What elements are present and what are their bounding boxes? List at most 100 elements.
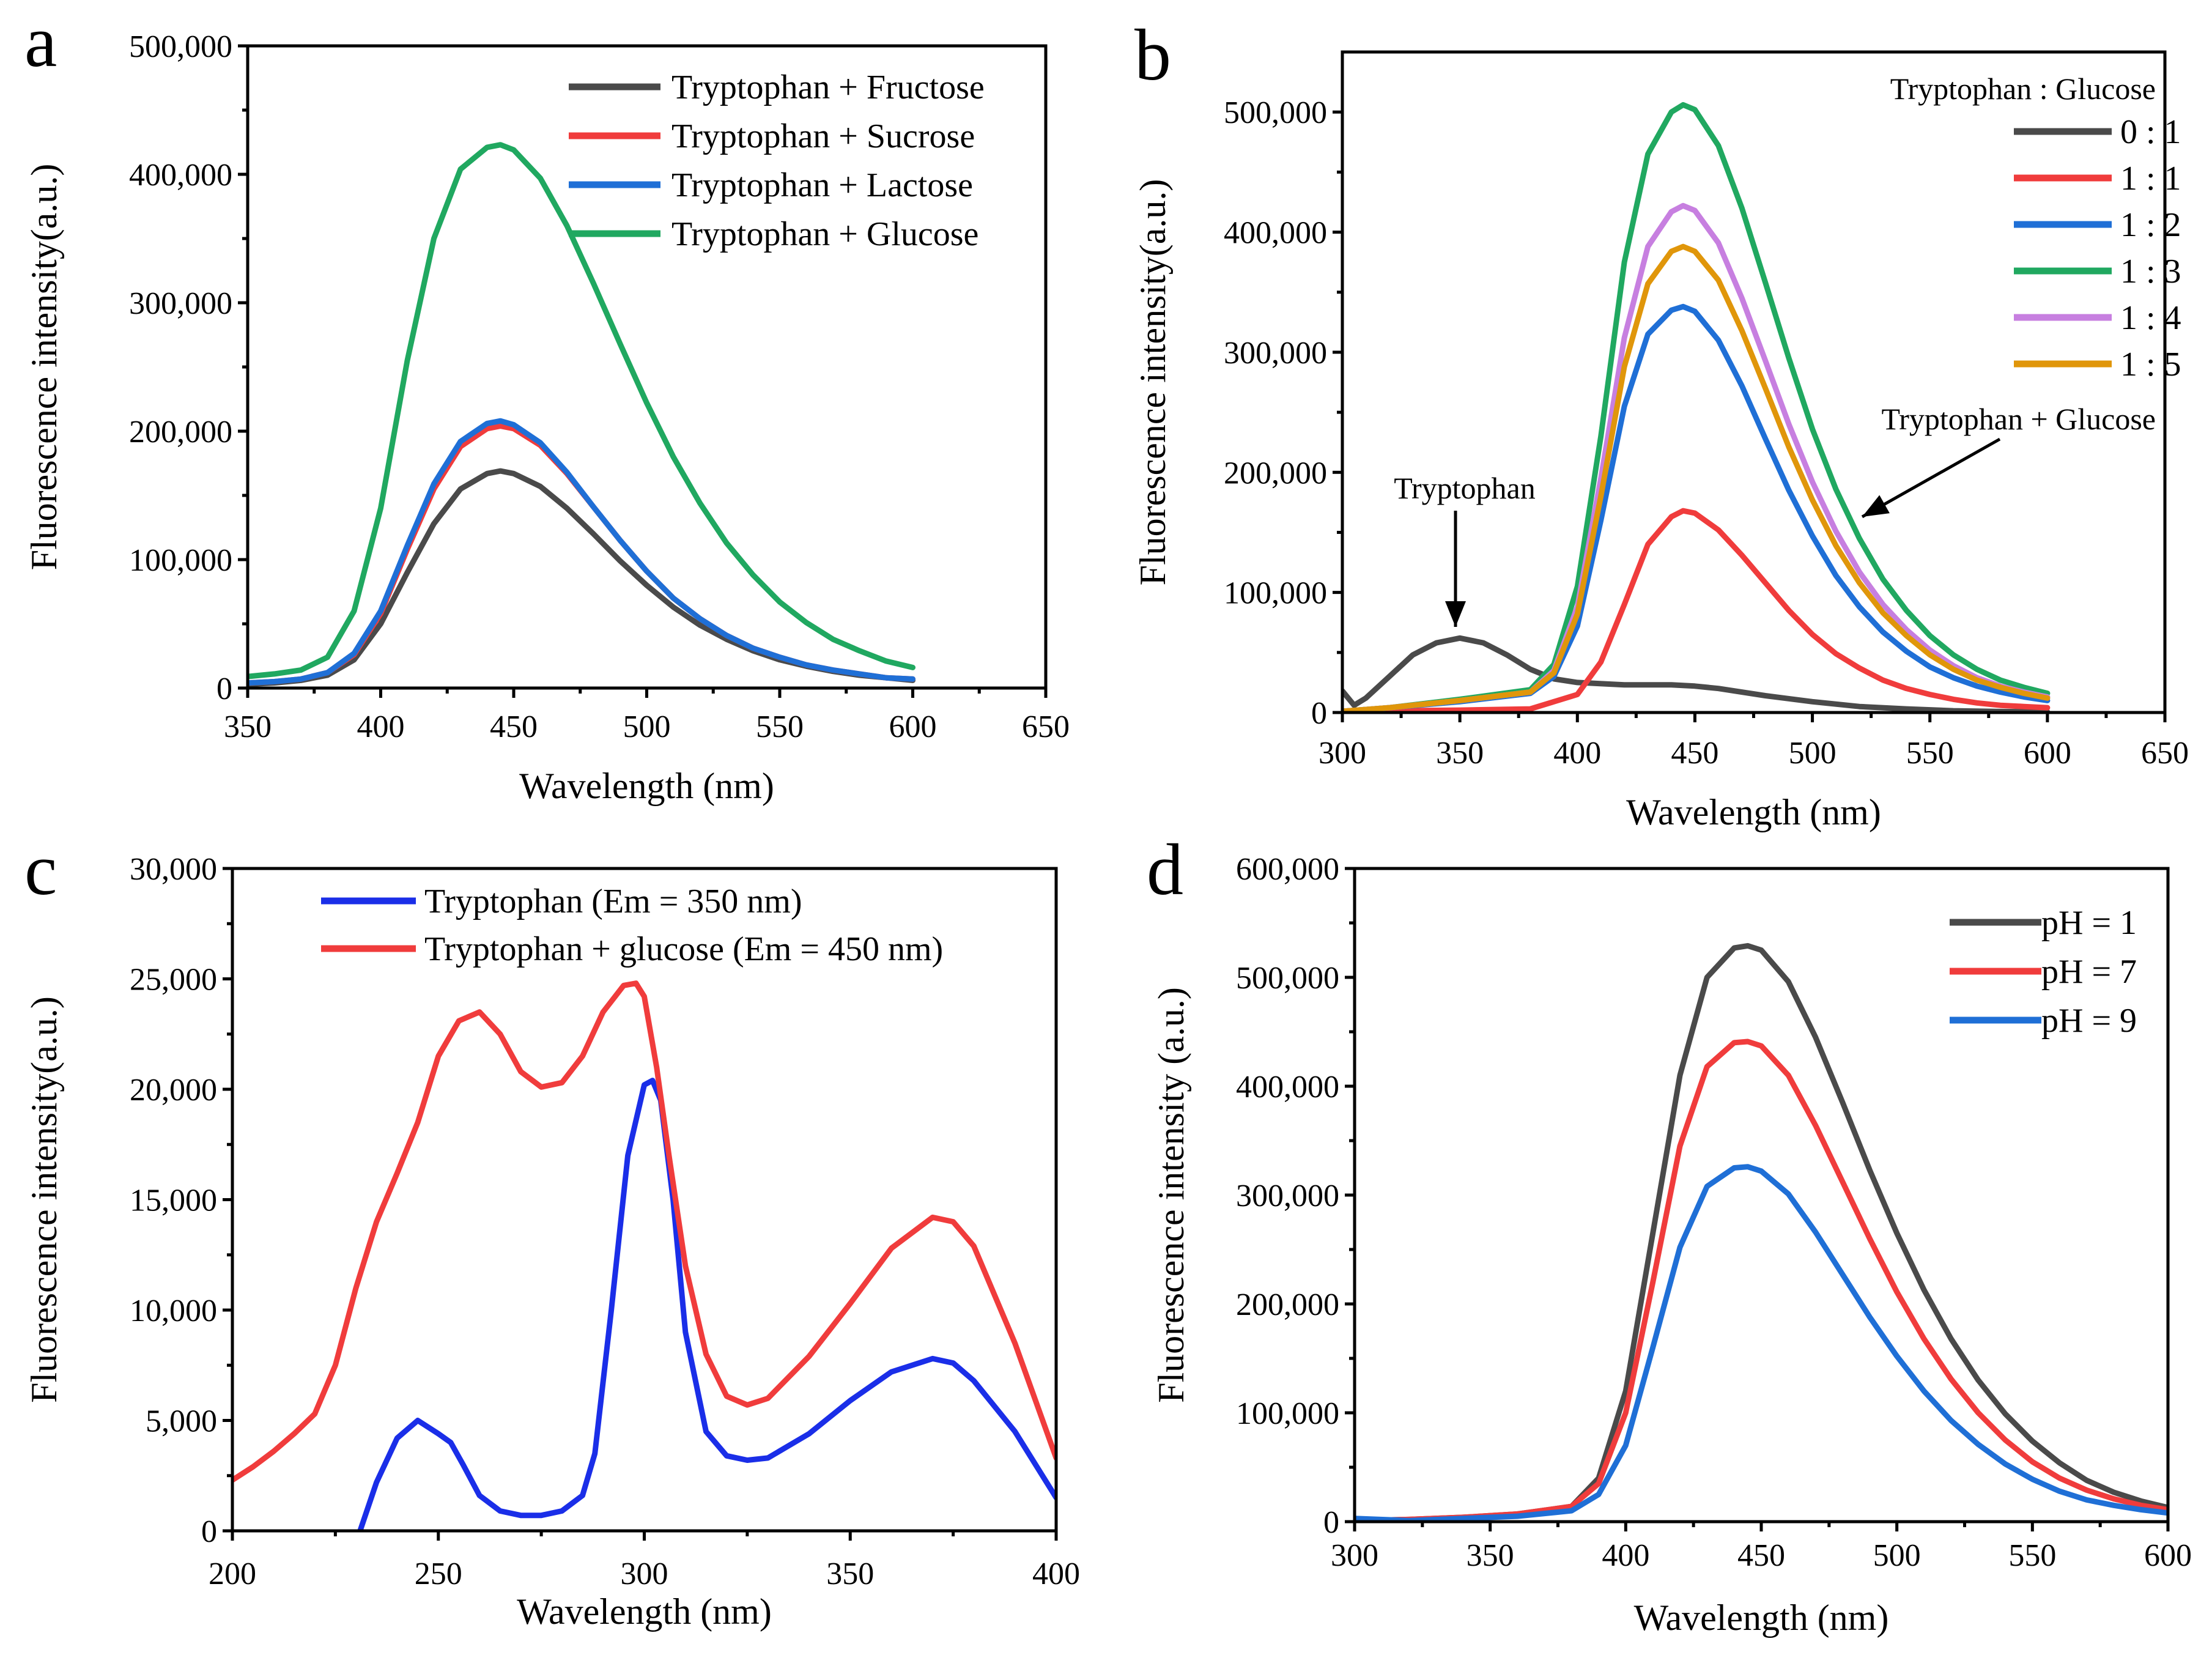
panel-letter-a: a xyxy=(24,1,57,82)
y-tick-label: 200,000 xyxy=(1224,456,1327,491)
series-line-4 xyxy=(248,142,916,679)
x-tick-label: 300 xyxy=(621,1557,668,1591)
y-axis-title: Fluorescence intensity(a.u.) xyxy=(24,996,64,1403)
legend-label: 1 : 3 xyxy=(2120,253,2181,291)
x-tick-label: 500 xyxy=(623,709,671,744)
series-group xyxy=(232,980,1056,1531)
y-tick-label: 500,000 xyxy=(1224,95,1327,130)
legend-label: Tryptophan + Lactose xyxy=(671,166,973,204)
y-tick-label: 100,000 xyxy=(1236,1396,1339,1431)
x-tick-label: 300 xyxy=(1331,1538,1378,1573)
chart-panel-d: d 300 350 400 450 500 550 600 0 100,000 200,000 30… xyxy=(1147,829,2192,1638)
y-tick-label: 500,000 xyxy=(1236,961,1339,996)
y-tick-label: 300,000 xyxy=(129,286,232,321)
series-line-2 xyxy=(232,980,1056,1483)
x-tick-label: 600 xyxy=(889,709,937,744)
legend-label: 1 : 5 xyxy=(2120,346,2181,383)
x-axis-title: Wavelength (nm) xyxy=(1626,792,1881,832)
series-line-3 xyxy=(1342,303,2051,713)
y-axis-title: Fluorescence intensity(a.u.) xyxy=(24,164,64,571)
x-tick-label: 550 xyxy=(756,709,804,744)
chart-panel-c: c 200 250 300 350 400 0 5,000 10,000 15,000 20,00… xyxy=(24,829,1080,1632)
series-line-6 xyxy=(1342,243,2051,713)
legend: Tryptophan (Em = 350 nm) Tryptophan + glu… xyxy=(321,883,943,968)
legend-label: pH = 7 xyxy=(2041,953,2137,991)
x-tick-label: 400 xyxy=(357,709,405,744)
legend-label: Tryptophan (Em = 350 nm) xyxy=(424,883,802,920)
y-tick-label: 400,000 xyxy=(1224,216,1327,251)
legend-label: 1 : 4 xyxy=(2120,299,2181,337)
y-axis-title: Fluorescence intensity(a.u.) xyxy=(1133,179,1173,586)
series-group xyxy=(1355,942,2168,1522)
series-line-1 xyxy=(357,1078,1056,1531)
x-tick-label: 450 xyxy=(490,709,538,744)
x-tick-label: 300 xyxy=(1319,736,1366,771)
y-tick-label: 600,000 xyxy=(1236,852,1339,887)
x-tick-label: 650 xyxy=(1022,709,1070,744)
legend-label: Tryptophan + glucose (Em = 450 nm) xyxy=(424,930,943,968)
y-tick-label: 300,000 xyxy=(1236,1179,1339,1213)
legend-label: Tryptophan + Glucose xyxy=(671,215,978,253)
series-line-3 xyxy=(1355,1164,2168,1522)
series-line-3 xyxy=(248,418,916,686)
x-tick-label: 350 xyxy=(1436,736,1484,771)
series-line-2 xyxy=(1355,1039,2168,1522)
y-tick-label: 0 xyxy=(216,672,232,706)
chart-panel-b: b 300 350 400 450 500 550 600 650 0 100,000 200,00… xyxy=(1133,14,2189,832)
x-tick-label: 350 xyxy=(1467,1538,1514,1573)
x-tick-label: 550 xyxy=(2008,1538,2056,1573)
legend-label: 1 : 2 xyxy=(2120,206,2181,244)
annotation-arrow-shaft xyxy=(1861,437,2001,519)
series-line-2 xyxy=(248,423,916,686)
x-tick-label: 550 xyxy=(1906,736,1954,771)
x-tick-label: 450 xyxy=(1671,736,1718,771)
legend-label: Tryptophan + Fructose xyxy=(671,68,985,106)
series-line-1 xyxy=(1342,635,2051,713)
panel-letter-b: b xyxy=(1134,14,1171,95)
panel-letter-c: c xyxy=(24,829,57,910)
x-tick-label: 350 xyxy=(826,1557,874,1591)
legend-label: 0 : 1 xyxy=(2120,113,2181,151)
y-tick-label: 300,000 xyxy=(1224,336,1327,371)
x-tick-label: 450 xyxy=(1737,1538,1785,1573)
x-tick-label: 400 xyxy=(1602,1538,1649,1573)
x-tick-label: 600 xyxy=(2024,736,2071,771)
series-line-2 xyxy=(1342,508,2051,713)
series-line-1 xyxy=(248,468,916,687)
x-axis-title: Wavelength (nm) xyxy=(519,766,774,806)
series-line-4 xyxy=(1342,102,2051,713)
x-tick-label: 500 xyxy=(1789,736,1837,771)
x-tick-label: 200 xyxy=(209,1557,256,1591)
y-tick-label: 200,000 xyxy=(1236,1287,1339,1322)
legend-label: pH = 9 xyxy=(2041,1002,2137,1040)
y-tick-label: 200,000 xyxy=(129,415,232,450)
y-tick-label: 0 xyxy=(1311,696,1327,731)
annotation-arrow-head xyxy=(1445,601,1466,627)
y-axis-title: Fluorescence intensity (a.u.) xyxy=(1151,987,1191,1403)
legend: Tryptophan + Fructose Tryptophan + Sucros… xyxy=(569,68,985,253)
y-tick-label: 25,000 xyxy=(130,963,217,998)
x-tick-label: 600 xyxy=(2144,1538,2192,1573)
annotation-arrow-head xyxy=(1862,495,1890,517)
legend-title: Tryptophan : Glucose xyxy=(1890,72,2156,106)
y-tick-label: 400,000 xyxy=(129,158,232,193)
x-tick-label: 400 xyxy=(1553,736,1601,771)
panel-letter-d: d xyxy=(1147,829,1183,910)
y-tick-label: 100,000 xyxy=(1224,576,1327,611)
y-tick-label: 500,000 xyxy=(129,29,232,64)
x-tick-label: 500 xyxy=(1873,1538,1921,1573)
y-tick-label: 0 xyxy=(201,1514,217,1549)
plot-frame xyxy=(1341,50,2167,714)
legend-label: Tryptophan + Sucrose xyxy=(671,117,975,155)
legend: Tryptophan : Glucose 0 : 1 1 : 1 1 : 2 1 : 3… xyxy=(1890,72,2181,383)
y-tick-label: 100,000 xyxy=(129,543,232,578)
x-tick-label: 400 xyxy=(1032,1557,1080,1591)
series-group xyxy=(248,142,916,687)
chart-panel-a: a 350 400 450 500 550 600 650 0 100,000 200,000 30… xyxy=(24,1,1070,806)
y-tick-label: 20,000 xyxy=(130,1073,217,1108)
x-tick-label: 350 xyxy=(224,709,272,744)
y-tick-label: 15,000 xyxy=(130,1183,217,1218)
y-tick-label: 0 xyxy=(1323,1505,1339,1540)
legend: pH = 1 pH = 7 pH = 9 xyxy=(1950,904,2137,1040)
